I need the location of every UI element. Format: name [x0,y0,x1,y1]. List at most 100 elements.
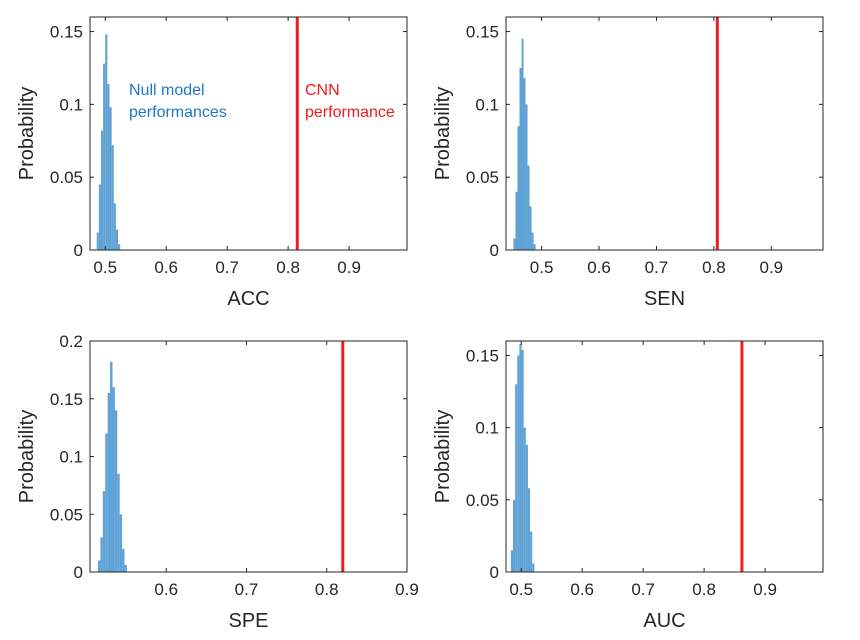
null-histogram-bar [119,514,123,572]
null-histogram-bar [102,491,106,572]
y-tick-label: 0.05 [50,168,83,187]
null-histogram-bar [103,63,106,250]
x-tick-label: 0.7 [235,580,259,599]
null-histogram-bar [513,499,516,572]
null-histogram-bar [96,232,99,250]
null-histogram-bar [525,104,528,251]
null-histogram-bar [105,34,108,251]
null-histogram-bar [118,244,121,250]
y-tick-label: 0.1 [59,448,83,467]
null-histogram-bar [527,488,531,572]
cnn-annotation: performance [305,104,395,121]
null-histogram-bar [521,349,524,572]
null-histogram-bar [100,130,104,250]
x-axis-label: ACC [227,288,269,310]
y-tick-label: 0.1 [475,419,499,438]
x-tick-label: 0.8 [315,580,339,599]
x-tick-label: 0.5 [509,580,533,599]
axes-frame [505,340,824,573]
y-axis-label: Probability [432,87,454,180]
x-tick-label: 0.7 [215,258,239,277]
null-histogram-bar [112,387,115,572]
x-axis-label: SPE [228,610,268,632]
null-histogram-bar [517,126,520,250]
panel-auc: 0.5 0.6 0.7 0.8 0.9 0 0.05 0.1 0.15 AUC Probabilit… [432,340,824,632]
y-tick-label: 0.05 [466,168,499,187]
null-histogram-bar [515,384,518,572]
null-histogram-bar [519,343,522,572]
x-tick-label: 0.6 [570,580,594,599]
x-tick-label: 0.8 [702,258,726,277]
cnn-annotation: CNN [305,82,340,99]
null-histogram-bar [531,232,534,250]
y-axis-label: Probability [16,87,38,180]
y-tick-label: 0.15 [50,390,83,409]
null-model-annotation: performances [129,104,227,121]
null-histogram-bar [115,229,119,250]
null-histogram-bar [515,191,518,250]
x-tick-label: 0.7 [631,580,655,599]
null-histogram-bar [100,537,103,572]
null-histogram-bar [510,550,514,572]
y-tick-label: 0.2 [59,332,83,351]
null-histogram-bar [109,107,112,250]
x-tick-label: 0.9 [753,580,777,599]
x-tick-label: 0.7 [645,258,669,277]
plot-area [506,341,823,572]
null-histogram-bar [111,145,114,250]
null-histogram-bar [122,548,125,572]
null-histogram-bar [533,244,536,250]
panel-acc: 0.5 0.6 0.7 0.8 0.9 0 0.05 0.1 0.15 ACC Probabilit… [16,16,408,310]
axes-frame [89,16,408,251]
y-tick-label: 0.1 [59,95,83,114]
x-tick-label: 0.9 [759,258,783,277]
panel-sen: 0.5 0.6 0.7 0.8 0.9 0 0.05 0.1 0.15 SEN Probabilit… [432,16,824,310]
null-histogram-bar [523,78,526,250]
y-tick-label: 0 [490,241,499,260]
axes-frame [505,16,824,251]
null-histogram-bar [529,206,532,250]
x-tick-label: 0.8 [692,580,716,599]
null-histogram-bar [107,392,111,572]
null-histogram-bar [110,361,113,572]
y-tick-label: 0.15 [466,23,499,42]
plot-area [90,341,407,572]
y-tick-label: 0.15 [466,346,499,365]
null-histogram-bar [117,473,120,572]
null-histogram-bar [98,560,101,572]
x-axis-label: AUC [643,610,685,632]
y-tick-label: 0 [74,563,83,582]
x-axis-label: SEN [644,288,685,310]
y-tick-label: 0.05 [50,505,83,524]
null-histogram-bar [98,184,101,250]
panel-spe: 0.6 0.7 0.8 0.9 0 0.05 0.1 0.15 0.2 SPE Probabilit… [16,332,419,632]
null-model-annotation: Null model [129,82,205,99]
null-histogram-bar [105,433,108,572]
null-histogram-bar [113,203,116,250]
x-tick-label: 0.5 [530,258,554,277]
y-tick-label: 0.05 [466,491,499,510]
null-histogram-bar [521,38,524,251]
null-histogram-bar [513,238,516,250]
y-tick-label: 0.15 [50,23,83,42]
null-histogram-bar [519,67,522,250]
x-tick-label: 0.5 [93,258,117,277]
null-histogram-bar [532,563,535,572]
x-tick-label: 0.9 [395,580,419,599]
x-tick-label: 0.9 [337,258,361,277]
null-histogram-bar [530,531,533,572]
null-histogram-bar [525,444,528,572]
null-histogram-bar [527,165,530,250]
y-axis-label: Probability [432,410,454,503]
y-tick-label: 0 [74,241,83,260]
y-axis-label: Probability [16,410,38,503]
plot-area [90,17,407,250]
null-histogram-bar [124,565,127,572]
x-tick-label: 0.8 [276,258,300,277]
x-tick-label: 0.6 [154,580,178,599]
null-histogram-bar [114,410,118,572]
null-histogram-bar [523,427,526,573]
y-tick-label: 0.1 [475,95,499,114]
null-histogram-bar [517,355,520,572]
